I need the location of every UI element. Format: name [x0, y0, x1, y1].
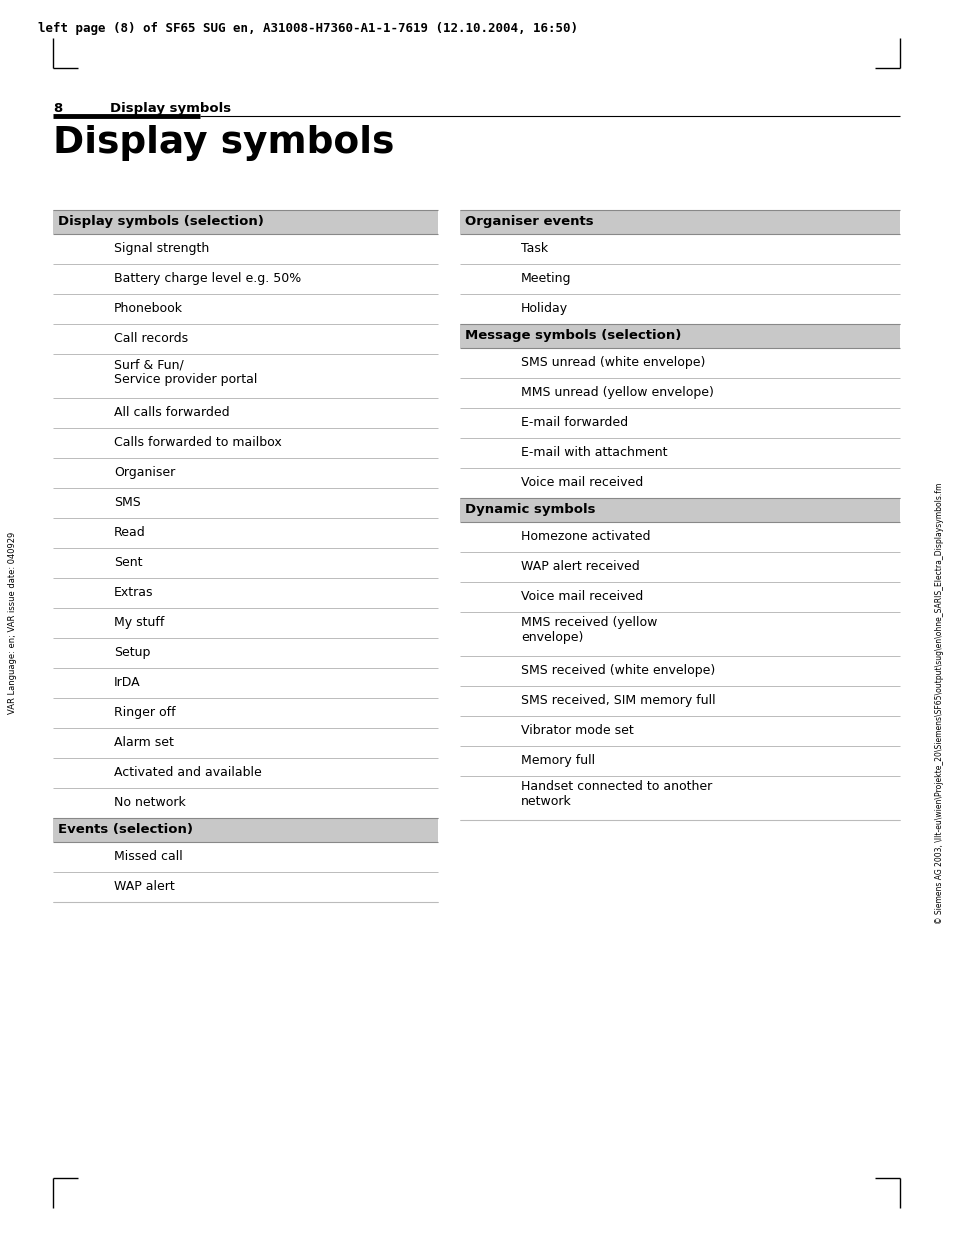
Text: Signal strength: Signal strength [113, 242, 209, 255]
Text: Display symbols (selection): Display symbols (selection) [58, 216, 264, 228]
Text: Homezone activated: Homezone activated [520, 530, 650, 543]
Text: Read: Read [113, 526, 146, 540]
Text: Meeting: Meeting [520, 272, 571, 285]
Text: WAP alert: WAP alert [113, 880, 174, 893]
Text: E-mail with attachment: E-mail with attachment [520, 446, 667, 459]
Text: Battery charge level e.g. 50%: Battery charge level e.g. 50% [113, 272, 301, 285]
Text: IrDA: IrDA [113, 677, 140, 689]
Bar [53, 211, 437, 234]
Text: Ringer off: Ringer off [113, 706, 175, 719]
Text: Memory full: Memory full [520, 754, 595, 768]
Text: Task: Task [520, 242, 548, 255]
Text: Alarm set: Alarm set [113, 736, 173, 749]
Text: SMS received, SIM memory full: SMS received, SIM memory full [520, 694, 715, 706]
Text: Handset connected to another
network: Handset connected to another network [520, 780, 712, 807]
Text: Setup: Setup [113, 645, 151, 659]
Text: Display symbols: Display symbols [53, 125, 394, 161]
Text: © Siemens AG 2003, \llt-eu\wien\Projekte_20\Siemens\SF65\output\sug\en\ohne_SARI: © Siemens AG 2003, \llt-eu\wien\Projekte… [935, 482, 943, 923]
Text: SMS unread (white envelope): SMS unread (white envelope) [520, 356, 704, 369]
Text: Activated and available: Activated and available [113, 766, 261, 779]
Bar [459, 211, 899, 234]
Text: Display symbols: Display symbols [110, 102, 231, 115]
Text: Voice mail received: Voice mail received [520, 476, 642, 488]
Text: Voice mail received: Voice mail received [520, 591, 642, 603]
Text: Events (selection): Events (selection) [58, 824, 193, 836]
Text: Vibrator mode set: Vibrator mode set [520, 724, 633, 736]
Bar [459, 498, 899, 522]
Text: SMS received (white envelope): SMS received (white envelope) [520, 664, 715, 677]
Text: left page (8) of SF65 SUG en, A31008-H7360-A1-1-7619 (12.10.2004, 16:50): left page (8) of SF65 SUG en, A31008-H73… [38, 22, 578, 35]
Text: Message symbols (selection): Message symbols (selection) [464, 329, 680, 341]
Text: Organiser: Organiser [113, 466, 175, 478]
Text: My stuff: My stuff [113, 616, 164, 629]
Text: SMS: SMS [113, 496, 141, 510]
Bar [53, 819, 437, 842]
Text: WAP alert received: WAP alert received [520, 559, 639, 573]
Text: Extras: Extras [113, 586, 153, 599]
Text: VAR Language: en; VAR issue date: 040929: VAR Language: en; VAR issue date: 040929 [9, 532, 17, 714]
Text: No network: No network [113, 796, 186, 809]
Text: All calls forwarded: All calls forwarded [113, 406, 230, 419]
Text: Calls forwarded to mailbox: Calls forwarded to mailbox [113, 436, 281, 449]
Bar [459, 324, 899, 348]
Text: 8: 8 [53, 102, 62, 115]
Text: MMS unread (yellow envelope): MMS unread (yellow envelope) [520, 386, 713, 399]
Text: Holiday: Holiday [520, 302, 568, 315]
Text: E-mail forwarded: E-mail forwarded [520, 416, 627, 429]
Text: Organiser events: Organiser events [464, 216, 593, 228]
Text: Dynamic symbols: Dynamic symbols [464, 503, 595, 516]
Text: Sent: Sent [113, 556, 142, 569]
Text: Phonebook: Phonebook [113, 302, 183, 315]
Text: MMS received (yellow
envelope): MMS received (yellow envelope) [520, 616, 657, 644]
Text: Missed call: Missed call [113, 850, 183, 863]
Text: Surf & Fun/
Service provider portal: Surf & Fun/ Service provider portal [113, 358, 257, 386]
Text: Call records: Call records [113, 331, 188, 345]
